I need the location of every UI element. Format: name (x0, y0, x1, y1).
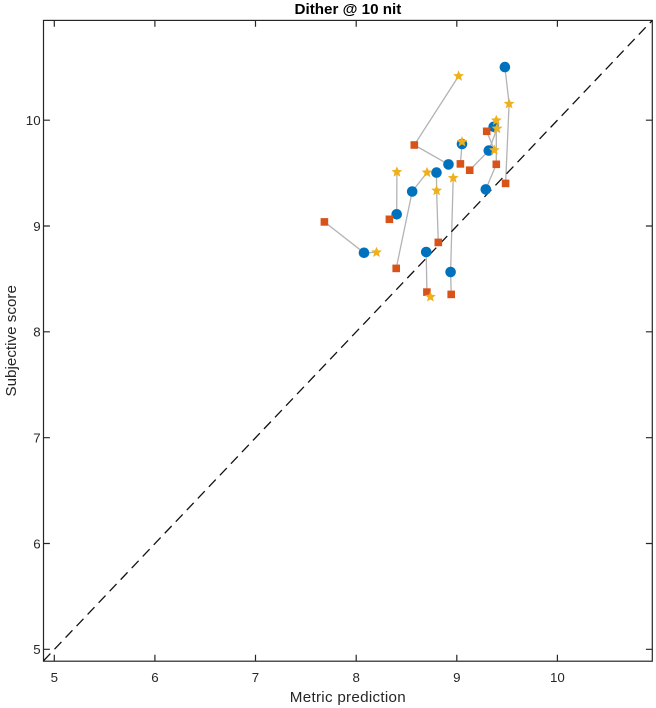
svg-text:10: 10 (26, 113, 41, 128)
svg-text:7: 7 (252, 670, 259, 685)
svg-text:10: 10 (550, 670, 565, 685)
svg-text:8: 8 (33, 325, 40, 340)
svg-text:Subjective score: Subjective score (3, 285, 20, 396)
svg-text:9: 9 (33, 219, 40, 234)
svg-text:6: 6 (151, 670, 158, 685)
svg-text:6: 6 (33, 536, 40, 551)
svg-text:7: 7 (33, 431, 40, 446)
svg-text:Dither @ 10 nit: Dither @ 10 nit (295, 1, 402, 18)
svg-text:5: 5 (33, 642, 40, 657)
svg-text:8: 8 (352, 670, 359, 685)
svg-text:Metric prediction: Metric prediction (290, 689, 406, 706)
svg-text:5: 5 (51, 670, 58, 685)
svg-text:9: 9 (453, 670, 460, 685)
